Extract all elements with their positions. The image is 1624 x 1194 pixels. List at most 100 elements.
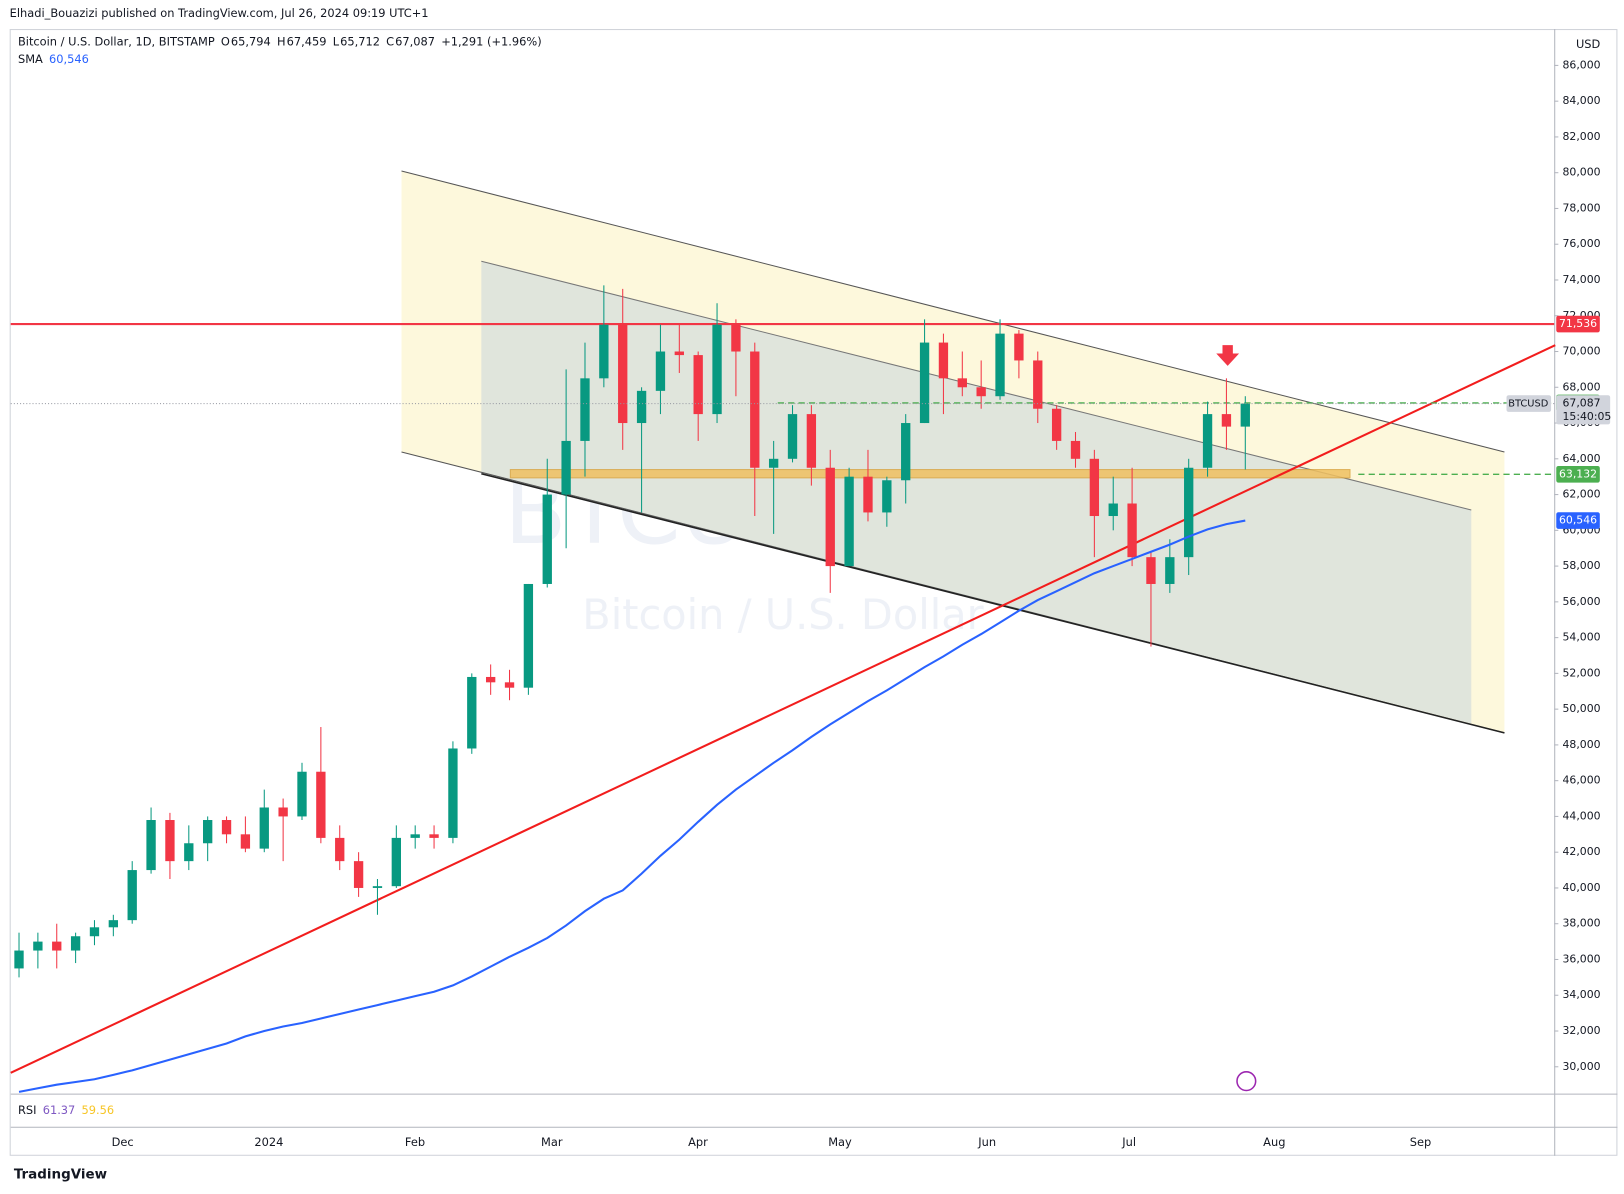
candle-body [70, 936, 81, 951]
candle-body [33, 941, 43, 951]
x-tick-label: Aug [1263, 1135, 1285, 1149]
candle-body [787, 414, 798, 459]
price-tag-label: 60,546 [1559, 514, 1597, 527]
y-tick-label: 70,000 [1562, 345, 1600, 358]
candle-body [844, 476, 854, 567]
y-tick-label: 56,000 [1562, 595, 1600, 608]
price-tag-label: 67,087 [1562, 397, 1600, 410]
price-tag-label: 71,536 [1559, 317, 1597, 330]
y-tick-label: 32,000 [1562, 1024, 1600, 1037]
legend-value: 67,087 [395, 34, 435, 48]
arrow-marker [1216, 345, 1240, 366]
candle-body [938, 342, 949, 379]
candle-body [372, 886, 383, 888]
candle-body [1089, 458, 1100, 517]
candle-body [448, 748, 458, 838]
frame [9, 29, 1618, 1156]
y-tick-label: 62,000 [1562, 488, 1600, 501]
y-tick-label: 36,000 [1562, 952, 1600, 965]
legend-value: 67,459 [287, 34, 327, 48]
candle-body [580, 378, 590, 441]
candle-body [825, 467, 835, 567]
trend-line [10, 344, 1556, 1074]
candle-body [957, 378, 967, 388]
drawings [10, 170, 1556, 1092]
candle-body [485, 676, 496, 683]
y-tick-label: 74,000 [1562, 273, 1600, 286]
candle-body [523, 583, 534, 688]
y-tick-label: 54,000 [1562, 631, 1600, 644]
rsi-legend: RSI 61.37 59.56 [18, 1103, 114, 1117]
published-line: Elhadi_Bouazizi published on TradingView… [10, 6, 429, 20]
candle-body [1127, 503, 1137, 558]
y-tick-label: 34,000 [1562, 988, 1600, 1001]
candle-body [655, 351, 666, 391]
candle-body [14, 950, 24, 969]
y-tick-label: 84,000 [1562, 94, 1600, 107]
candle-body [636, 390, 647, 424]
candle-body [1202, 414, 1213, 468]
watermark-sub: Bitcoin / U.S. Dollar [582, 591, 984, 639]
y-tick-label: 76,000 [1562, 237, 1600, 250]
candle-body [1033, 360, 1043, 409]
y-tick-label: 58,000 [1562, 559, 1600, 572]
candle-body [976, 387, 986, 397]
candle-body [89, 927, 100, 937]
candle-body [1240, 403, 1250, 427]
price-tag [1556, 395, 1611, 425]
sma-line [18, 519, 1246, 1093]
y-tick-label: 42,000 [1562, 845, 1600, 858]
alert-icon [1236, 1071, 1257, 1092]
candle-body [221, 820, 232, 835]
x-tick-label: Mar [541, 1135, 563, 1149]
candle-body [599, 324, 609, 379]
candle-body [1184, 467, 1194, 558]
candle-body [203, 820, 213, 844]
y-tick-label: 78,000 [1562, 201, 1600, 214]
candle-body [1221, 414, 1232, 427]
price-tag [1556, 315, 1600, 333]
candle-body [52, 941, 62, 951]
candle-body [1014, 333, 1024, 361]
y-tick-label: 46,000 [1562, 774, 1600, 787]
legend-key: C [386, 34, 394, 48]
candle-body [863, 476, 873, 513]
symbol-tag [1506, 395, 1552, 412]
candle-body [467, 676, 477, 749]
candle-body [240, 834, 251, 849]
sma-legend: SMA 60,546 [18, 52, 89, 66]
x-tick-label: Feb [405, 1135, 425, 1149]
y-tick-label: 48,000 [1562, 738, 1600, 751]
y-tick-label: 50,000 [1562, 702, 1600, 715]
y-tick-label: 52,000 [1562, 666, 1600, 679]
candle-body [1108, 503, 1118, 517]
candle-body [353, 861, 364, 888]
candle-body [1165, 557, 1175, 584]
sma-value: 60,546 [49, 52, 89, 66]
candle-body [731, 324, 741, 352]
channel-line [481, 260, 1472, 511]
candle-body [108, 920, 119, 928]
x-tick-label: Dec [112, 1135, 134, 1149]
candle-body [391, 837, 401, 887]
price-tag [1556, 512, 1600, 529]
x-tick-label: Jun [977, 1135, 996, 1149]
price-tag-label: 63,132 [1559, 467, 1597, 480]
candle-body [1146, 557, 1156, 584]
currency: USD [1576, 37, 1601, 51]
legend-key: O [221, 34, 230, 48]
candle-body [995, 333, 1005, 397]
legend-value: +1,291 (+1.96%) [441, 34, 541, 48]
rsi-name: RSI [18, 1103, 37, 1117]
candle-body [146, 820, 156, 871]
candle-body [919, 342, 930, 424]
sma-name: SMA [18, 52, 43, 66]
candle-body [127, 870, 137, 921]
legend-value: 65,794 [231, 34, 271, 48]
logo: TradingView [14, 1166, 107, 1182]
rsi-ma: 59.56 [82, 1103, 115, 1117]
y-tick-label: 44,000 [1562, 809, 1600, 822]
